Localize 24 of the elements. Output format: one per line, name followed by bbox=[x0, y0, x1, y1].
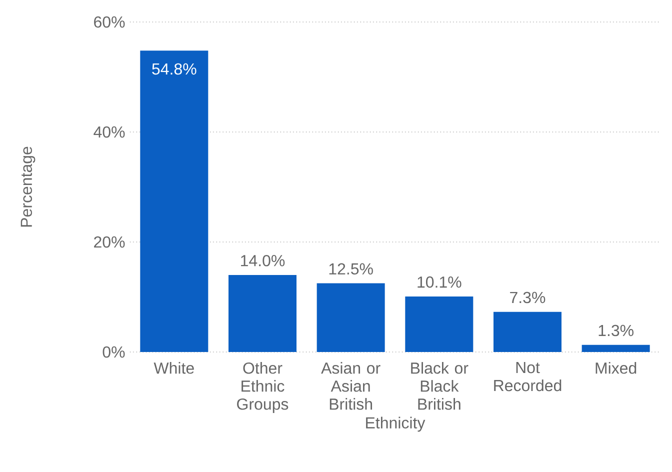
y-axis-title: Percentage bbox=[20, 146, 36, 227]
bar bbox=[405, 296, 474, 352]
data-label: 10.1% bbox=[418, 276, 462, 288]
bar bbox=[316, 283, 385, 352]
y-tick-label: 40% bbox=[94, 126, 125, 138]
y-tick-label: 0% bbox=[102, 346, 125, 358]
data-label: 12.5% bbox=[329, 263, 373, 275]
y-tick-label: 20% bbox=[94, 236, 125, 248]
x-tick-label: Not Recorded bbox=[494, 362, 562, 392]
x-tick-label: Asian or Asian British bbox=[321, 362, 380, 410]
x-tick-label: White bbox=[154, 362, 194, 374]
data-label: 7.3% bbox=[510, 292, 546, 304]
data-label: 14.0% bbox=[241, 254, 285, 266]
bar bbox=[228, 275, 296, 352]
x-tick-label: Mixed bbox=[596, 362, 636, 374]
bar bbox=[140, 50, 208, 352]
x-axis-title: Ethnicity bbox=[366, 416, 426, 432]
x-tick-label: Other Ethnic Groups bbox=[237, 362, 288, 413]
bar bbox=[582, 344, 650, 352]
x-tick-label: Black or Black British bbox=[411, 362, 468, 410]
bar bbox=[493, 312, 562, 352]
y-tick-label: 60% bbox=[94, 16, 125, 28]
data-label: 54.8% bbox=[152, 63, 196, 75]
data-label: 1.3% bbox=[598, 324, 634, 336]
